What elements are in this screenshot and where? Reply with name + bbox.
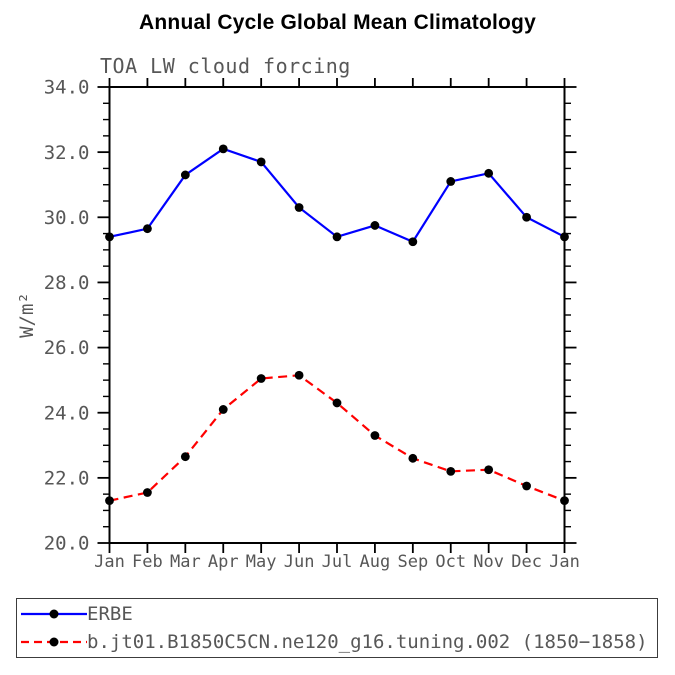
data-point-marker	[256, 157, 266, 167]
data-point-marker	[522, 481, 531, 491]
data-point-marker	[560, 232, 569, 242]
y-tick-label: 20.0	[44, 533, 90, 555]
data-point-marker	[522, 212, 531, 222]
data-point-marker	[143, 224, 152, 234]
x-tick-label: Apr	[208, 552, 239, 572]
y-tick-label: 32.0	[44, 142, 90, 164]
y-tick-label: 24.0	[44, 402, 90, 424]
x-tick-label: Jan	[94, 552, 125, 572]
data-point-marker	[484, 168, 494, 178]
data-point-marker	[105, 232, 114, 242]
x-tick-label: Jun	[284, 552, 315, 572]
plot-frame	[108, 86, 566, 544]
data-point-marker	[370, 221, 380, 230]
chart-plot: W/m² Jan Feb Mar Apr May Jun Jul Aug Sep Oct Nov De…	[16, 77, 580, 572]
y-axis-label: W/m²	[16, 292, 38, 338]
legend-item-model: b.jt01.B1850C5CN.ne120_g16.tuning.002 (1…	[21, 628, 657, 656]
data-point-marker	[408, 453, 418, 463]
data-point-marker	[143, 488, 152, 497]
y-tick-label: 28.0	[44, 272, 90, 294]
data-point-marker	[408, 237, 418, 247]
series-line-1	[109, 374, 565, 502]
data-point-marker	[294, 203, 304, 212]
y-tick-label: 34.0	[44, 77, 90, 99]
chart-subtitle: TOA LW cloud forcing	[100, 54, 351, 78]
x-tick-label: Oct	[435, 552, 466, 572]
data-point-marker	[180, 170, 190, 180]
x-tick-label: Mar	[170, 552, 201, 572]
data-point-marker	[446, 466, 456, 476]
y-tick-label: 30.0	[44, 207, 90, 229]
legend-line-solid-icon	[21, 609, 87, 619]
data-point-marker	[446, 177, 456, 186]
data-point-marker	[370, 431, 380, 440]
data-point-marker	[560, 496, 569, 506]
legend-label-model: b.jt01.B1850C5CN.ne120_g16.tuning.002 (1…	[87, 630, 648, 653]
y-tick-label: 22.0	[44, 468, 90, 490]
x-tick-label: Aug	[360, 552, 391, 572]
data-point-marker	[180, 452, 190, 462]
x-tick-label: Feb	[132, 552, 163, 572]
x-tick-label: Sep	[397, 552, 428, 572]
x-tick-label: Jul	[322, 552, 353, 572]
legend-label-erbe: ERBE	[87, 602, 133, 625]
legend-marker-icon	[49, 609, 59, 619]
series-line-0	[109, 147, 566, 244]
data-point-marker	[256, 374, 266, 383]
legend-item-erbe: ERBE	[21, 600, 657, 628]
x-tick-label: May	[246, 552, 277, 572]
data-point-marker	[332, 398, 342, 408]
legend-line-dashed-icon	[21, 637, 87, 647]
data-point-marker	[294, 370, 304, 380]
y-tick-label: 26.0	[44, 337, 90, 359]
x-tick-label: Jan	[549, 552, 580, 572]
legend-box: ERBE b.jt01.B1850C5CN.ne120_g16.tuning.0…	[16, 598, 658, 658]
plot-area: Jan Feb Mar Apr May Jun Jul Aug Sep Oct Nov Dec Jan2…	[44, 77, 580, 572]
data-point-marker	[218, 405, 228, 414]
data-point-marker	[105, 496, 114, 506]
x-tick-label: Dec	[511, 552, 542, 572]
data-point-marker	[484, 465, 494, 475]
page-title: Annual Cycle Global Mean Climatology	[139, 11, 536, 34]
x-tick-label: Nov	[473, 552, 504, 572]
legend-marker-icon	[49, 637, 59, 647]
data-point-marker	[332, 232, 342, 242]
data-point-marker	[218, 144, 228, 154]
